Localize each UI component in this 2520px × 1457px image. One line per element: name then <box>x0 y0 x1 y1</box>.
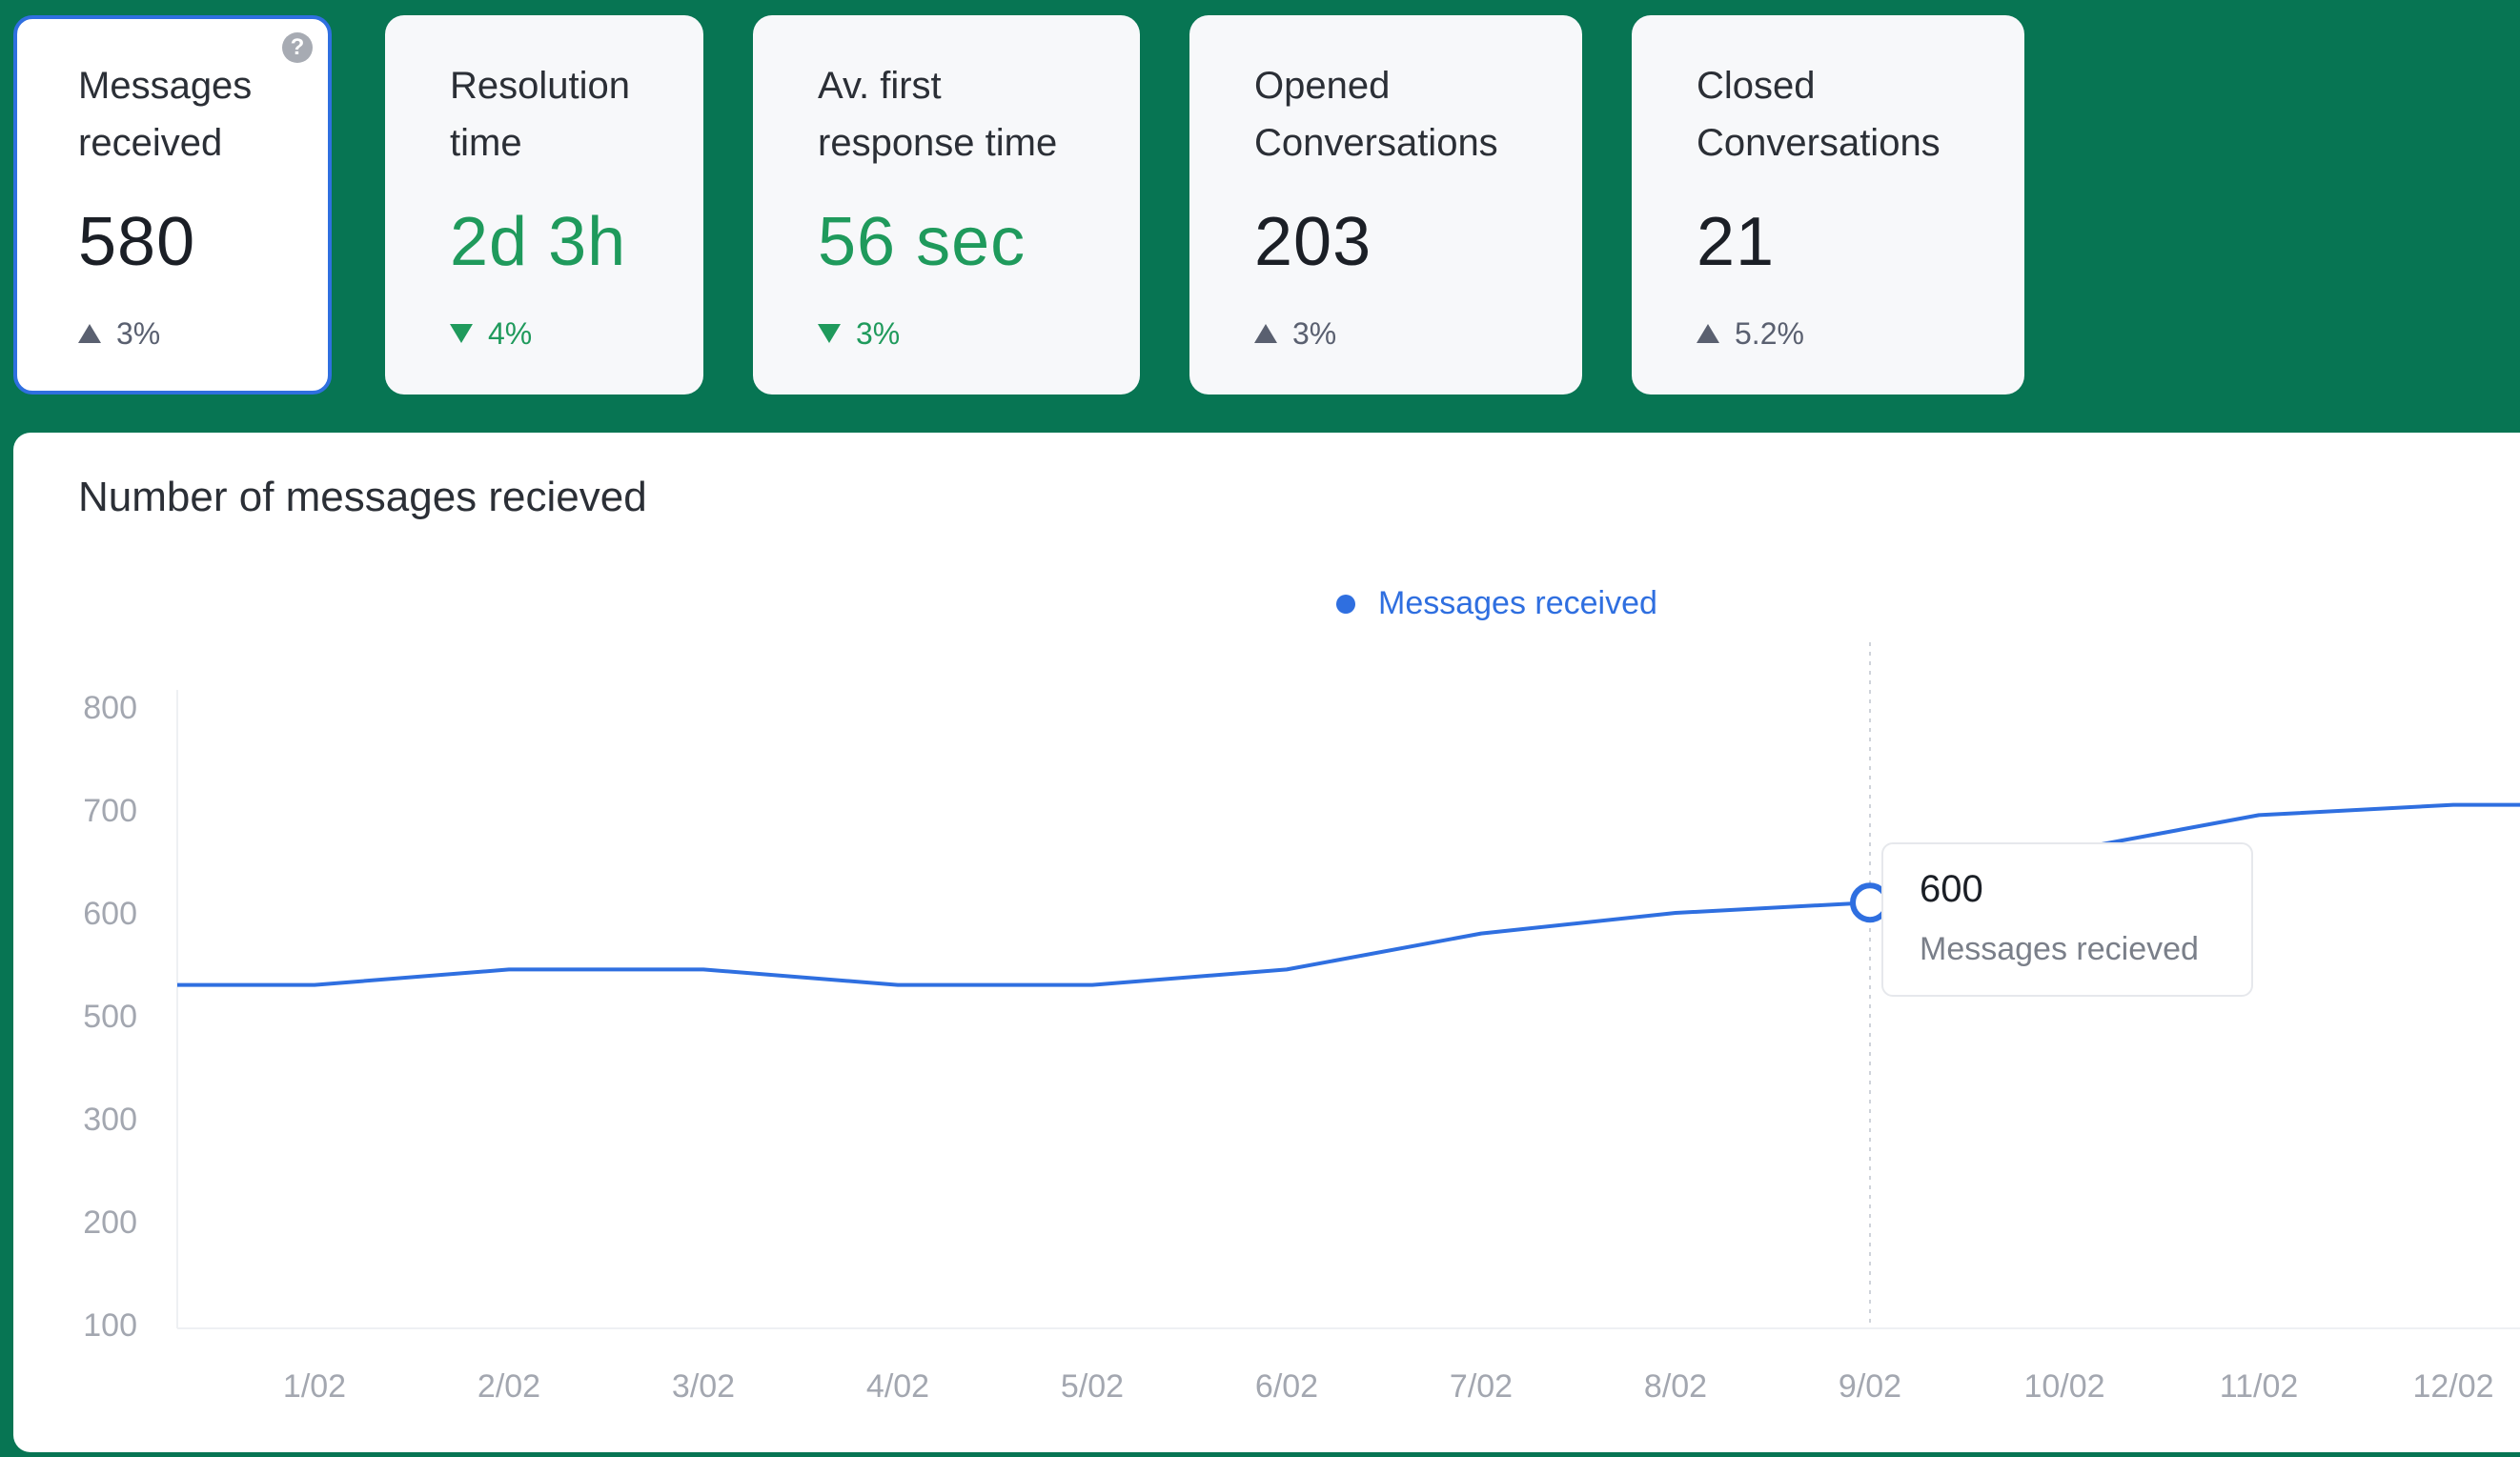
arrow-down-icon <box>818 324 841 343</box>
y-tick-label: 700 <box>83 793 137 829</box>
metric-delta-value: 3% <box>1292 316 1337 351</box>
legend-dot-icon <box>1336 594 1355 614</box>
metric-label: Closed Conversations <box>1697 65 1941 164</box>
x-tick-label: 5/02 <box>1061 1368 1124 1405</box>
metric-card[interactable]: Opened Conversations 203 3% <box>1189 15 1582 395</box>
x-tick-label: 9/02 <box>1839 1368 1901 1405</box>
series-line-messages-received[interactable] <box>177 802 2520 987</box>
legend-label: Messages received <box>1378 585 1657 621</box>
chart-legend[interactable]: Messages received <box>1336 585 1657 622</box>
metric-delta: 3% <box>78 314 328 353</box>
help-icon[interactable]: ? <box>282 32 313 63</box>
metric-delta: 5.2% <box>1697 314 2024 353</box>
arrow-up-icon <box>78 324 101 343</box>
metric-card[interactable]: Resolution time 2d 3h 4% <box>385 15 703 395</box>
x-tick-label: 10/02 <box>2023 1368 2104 1405</box>
x-tick-label: 1/02 <box>283 1368 346 1405</box>
x-tick-label: 11/02 <box>2220 1368 2299 1405</box>
x-tick-label: 3/02 <box>672 1368 735 1405</box>
arrow-down-icon <box>450 324 473 343</box>
x-tick-label: 2/02 <box>478 1368 540 1405</box>
metric-delta-value: 5.2% <box>1735 316 1804 351</box>
tooltip-label: Messages recieved <box>1920 931 2199 967</box>
y-tick-label: 600 <box>83 896 137 932</box>
metric-label: Messages received <box>78 65 253 164</box>
metric-card[interactable]: Messages received 580 3%? <box>13 15 332 395</box>
metric-delta: 3% <box>818 314 1140 353</box>
arrow-up-icon <box>1254 324 1277 343</box>
metric-card[interactable]: Closed Conversations 21 5.2% <box>1632 15 2024 395</box>
y-tick-label: 100 <box>83 1307 137 1344</box>
y-tick-label: 500 <box>83 999 137 1035</box>
metric-label: Opened Conversations <box>1254 65 1498 164</box>
metric-label: Resolution time <box>450 65 631 164</box>
x-tick-label: 12/02 <box>2412 1368 2493 1405</box>
metric-value: 580 <box>78 204 196 280</box>
metric-delta: 3% <box>1254 314 1582 353</box>
metric-value: 56 sec <box>818 204 1026 280</box>
y-tick-label: 300 <box>83 1102 137 1138</box>
x-tick-label: 4/02 <box>866 1368 929 1405</box>
metric-delta-value: 4% <box>488 316 533 351</box>
arrow-up-icon <box>1697 324 1719 343</box>
metric-value: 2d 3h <box>450 204 627 280</box>
x-tick-label: 8/02 <box>1644 1368 1707 1405</box>
x-tick-label: 7/02 <box>1450 1368 1513 1405</box>
metric-delta: 4% <box>450 314 703 353</box>
line-chart: 800 700 600 500 300 200 100 1/02 2/02 3/02 4/02 5/0… <box>83 642 2520 1405</box>
metric-label: Av. first response time <box>818 65 1058 164</box>
chart-panel: Number of messages recieved Messages rec… <box>13 433 2520 1452</box>
y-tick-label: 200 <box>83 1204 137 1241</box>
metric-delta-value: 3% <box>856 316 901 351</box>
y-tick-label: 800 <box>83 690 137 726</box>
metric-delta-value: 3% <box>116 316 161 351</box>
metric-value: 203 <box>1254 204 1372 280</box>
tooltip-value: 600 <box>1920 868 1983 910</box>
chart-tooltip: 600 Messages recieved <box>1881 842 2253 997</box>
x-tick-label: 6/02 <box>1255 1368 1318 1405</box>
metric-value: 21 <box>1697 204 1776 280</box>
chart-title: Number of messages recieved <box>78 474 647 520</box>
metric-card[interactable]: Av. first response time 56 sec 3% <box>753 15 1140 395</box>
